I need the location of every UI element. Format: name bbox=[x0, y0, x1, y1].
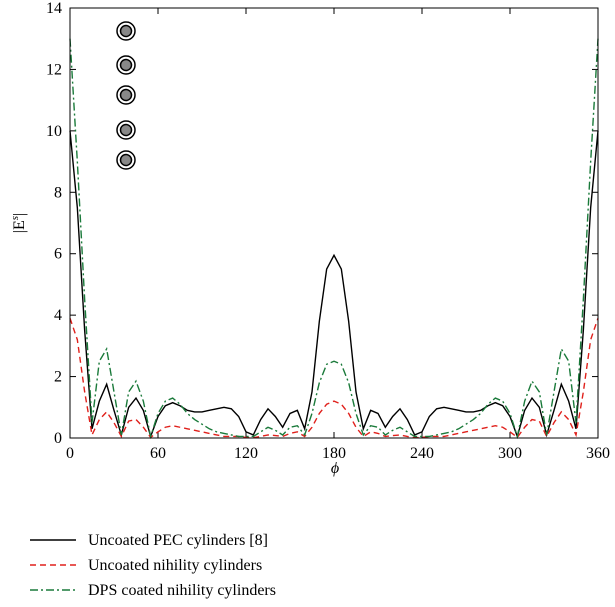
plot-frame bbox=[69, 7, 599, 439]
x-tick-label: 360 bbox=[586, 445, 610, 462]
y-tick-label: 2 bbox=[54, 369, 62, 386]
x-tick-label: 300 bbox=[498, 445, 522, 462]
series-line bbox=[69, 38, 599, 440]
series-line bbox=[69, 130, 599, 439]
x-tick-label: 240 bbox=[410, 445, 434, 462]
y-tick-label: 0 bbox=[54, 430, 62, 447]
x-tick-label: 0 bbox=[66, 445, 74, 462]
x-tick-label: 60 bbox=[150, 445, 166, 462]
x-tick-label: 120 bbox=[234, 445, 258, 462]
cylinder-icons bbox=[116, 21, 136, 170]
legend-label: Uncoated PEC cylinders [8] bbox=[88, 532, 268, 549]
y-label-sup: s bbox=[9, 216, 21, 220]
x-axis-label: ϕ bbox=[331, 460, 339, 477]
x-tick-label: 180 bbox=[322, 445, 346, 462]
y-label-end: | bbox=[11, 213, 28, 216]
series-line bbox=[69, 317, 599, 439]
y-tick-label: 10 bbox=[46, 123, 62, 140]
y-label-base: |E bbox=[11, 220, 28, 233]
y-tick-label: 12 bbox=[46, 61, 62, 78]
legend-label: DPS coated nihility cylinders bbox=[88, 582, 276, 599]
y-tick-label: 14 bbox=[46, 0, 62, 17]
y-tick-label: 6 bbox=[54, 246, 62, 263]
y-axis-label: |Es| bbox=[9, 213, 28, 233]
y-tick-label: 4 bbox=[54, 307, 62, 324]
legend-label: Uncoated nihility cylinders bbox=[88, 557, 262, 574]
y-tick-label: 8 bbox=[54, 184, 62, 201]
